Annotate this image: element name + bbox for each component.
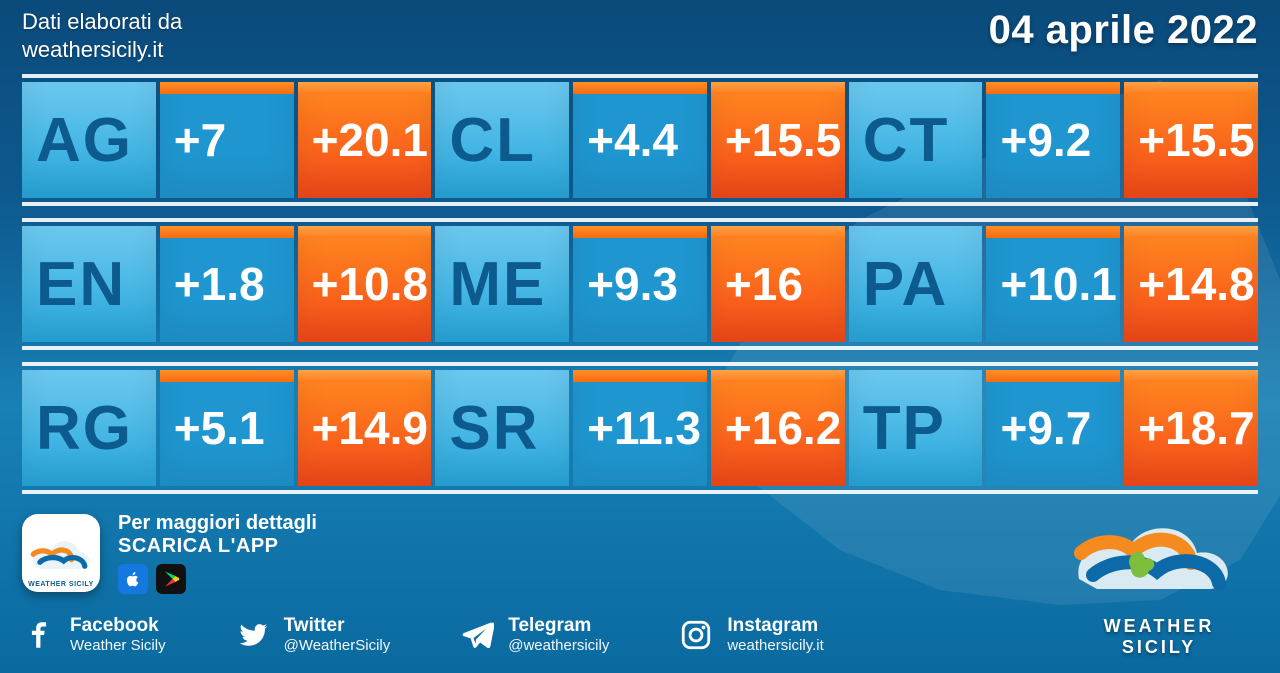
social-facebook[interactable]: Facebook Weather Sicily xyxy=(22,616,166,654)
min-temp: +1.8 xyxy=(160,226,294,342)
grid-row: EN +1.8 +10.8 ME +9.3 +16 PA +10.1 +14.8 xyxy=(22,218,1258,350)
playstore-icon[interactable] xyxy=(156,564,186,594)
instagram-icon xyxy=(679,618,713,652)
min-temp: +5.1 xyxy=(160,370,294,486)
max-temp: +20.1 xyxy=(298,82,432,198)
province-code: RG xyxy=(22,370,156,486)
facebook-name: Facebook xyxy=(70,616,166,637)
province-code: CT xyxy=(849,82,983,198)
twitter-name: Twitter xyxy=(284,616,391,637)
app-icon-label: WEATHER SICILY xyxy=(28,581,94,588)
promo-line2: SCARICA L'APP xyxy=(118,535,317,558)
facebook-handle: Weather Sicily xyxy=(70,637,166,654)
min-temp: +11.3 xyxy=(573,370,707,486)
province-code: TP xyxy=(849,370,983,486)
min-temp: +4.4 xyxy=(573,82,707,198)
brand-logo: WEATHER SICILY xyxy=(1064,491,1254,658)
app-promo-text: Per maggiori dettagli SCARICA L'APP xyxy=(118,512,317,594)
max-temp: +16.2 xyxy=(711,370,845,486)
telegram-handle: @weathersicily xyxy=(508,637,609,654)
province-code: PA xyxy=(849,226,983,342)
promo-line1: Per maggiori dettagli xyxy=(118,512,317,535)
telegram-icon xyxy=(460,618,494,652)
max-temp: +18.7 xyxy=(1124,370,1258,486)
instagram-handle: weathersicily.it xyxy=(727,637,823,654)
min-temp: +9.7 xyxy=(986,370,1120,486)
twitter-icon xyxy=(236,618,270,652)
store-badges xyxy=(118,564,317,594)
province-code: CL xyxy=(435,82,569,198)
header: Dati elaborati da weathersicily.it 04 ap… xyxy=(0,0,1280,70)
social-telegram[interactable]: Telegram @weathersicily xyxy=(460,616,609,654)
max-temp: +16 xyxy=(711,226,845,342)
brand-text: WEATHER SICILY xyxy=(1064,616,1254,658)
app-icon[interactable]: WEATHER SICILY xyxy=(22,514,100,592)
telegram-name: Telegram xyxy=(508,616,609,637)
appstore-icon[interactable] xyxy=(118,564,148,594)
grid-row: RG +5.1 +14.9 SR +11.3 +16.2 TP +9.7 +18… xyxy=(22,362,1258,494)
max-temp: +14.8 xyxy=(1124,226,1258,342)
temperature-grid: AG +7 +20.1 CL +4.4 +15.5 CT +9.2 +15.5 … xyxy=(0,70,1280,494)
province-code: EN xyxy=(22,226,156,342)
grid-row: AG +7 +20.1 CL +4.4 +15.5 CT +9.2 +15.5 xyxy=(22,74,1258,206)
max-temp: +15.5 xyxy=(1124,82,1258,198)
min-temp: +9.3 xyxy=(573,226,707,342)
credit-block: Dati elaborati da weathersicily.it xyxy=(22,8,182,63)
min-temp: +7 xyxy=(160,82,294,198)
credit-site: weathersicily.it xyxy=(22,37,163,62)
credit-line: Dati elaborati da xyxy=(22,9,182,34)
social-instagram[interactable]: Instagram weathersicily.it xyxy=(679,616,823,654)
social-twitter[interactable]: Twitter @WeatherSicily xyxy=(236,616,391,654)
footer: WEATHER SICILY Per maggiori dettagli SCA… xyxy=(0,498,1280,664)
max-temp: +10.8 xyxy=(298,226,432,342)
min-temp: +10.1 xyxy=(986,226,1120,342)
max-temp: +14.9 xyxy=(298,370,432,486)
instagram-name: Instagram xyxy=(727,616,823,637)
province-code: SR xyxy=(435,370,569,486)
twitter-handle: @WeatherSicily xyxy=(284,637,391,654)
date: 04 aprile 2022 xyxy=(989,8,1258,53)
province-code: ME xyxy=(435,226,569,342)
province-code: AG xyxy=(22,82,156,198)
min-temp: +9.2 xyxy=(986,82,1120,198)
facebook-icon xyxy=(22,618,56,652)
max-temp: +15.5 xyxy=(711,82,845,198)
